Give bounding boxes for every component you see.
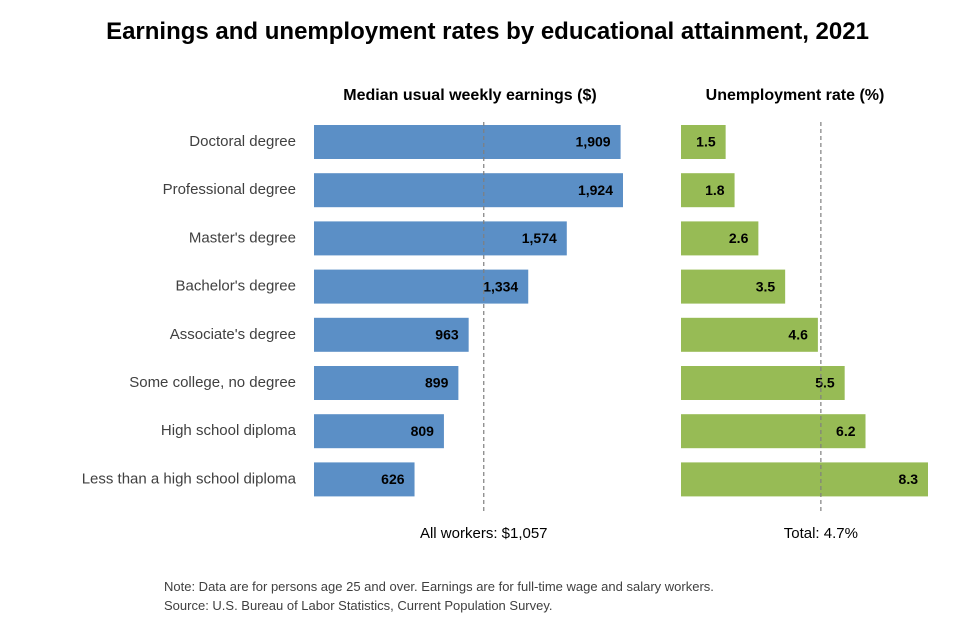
data-label: 1,909 xyxy=(576,134,611,150)
data-label: 963 xyxy=(435,327,459,343)
data-label: 4.6 xyxy=(788,327,808,343)
panel-title: Unemployment rate (%) xyxy=(706,87,885,104)
category-label: Less than a high school diploma xyxy=(82,470,297,487)
bar xyxy=(681,221,759,256)
bar xyxy=(314,221,567,256)
bar xyxy=(681,462,928,497)
bar xyxy=(681,269,786,304)
reference-label: All workers: $1,057 xyxy=(420,525,548,542)
data-label: 1,334 xyxy=(483,278,518,294)
category-label: High school diploma xyxy=(161,422,297,439)
bar xyxy=(314,269,529,304)
chart-title: Earnings and unemployment rates by educa… xyxy=(106,18,869,45)
data-label: 1,574 xyxy=(522,230,557,246)
data-label: 6.2 xyxy=(836,423,856,439)
reference-label: Total: 4.7% xyxy=(784,525,858,542)
bar xyxy=(314,125,621,159)
data-label: 5.5 xyxy=(815,375,835,391)
category-label: Associate's degree xyxy=(170,326,296,343)
data-label: 2.6 xyxy=(729,230,749,246)
category-label: Professional degree xyxy=(163,181,296,198)
bar xyxy=(681,125,726,159)
data-label: 1,924 xyxy=(578,182,613,198)
data-label: 3.5 xyxy=(756,278,776,294)
bar xyxy=(314,173,623,208)
bar xyxy=(681,414,866,449)
data-label: 809 xyxy=(411,423,435,439)
panel-title: Median usual weekly earnings ($) xyxy=(343,87,596,104)
bar xyxy=(314,462,415,497)
source-text: Source: U.S. Bureau of Labor Statistics,… xyxy=(164,598,553,613)
category-label: Doctoral degree xyxy=(189,133,296,150)
bar xyxy=(314,317,469,352)
data-label: 1.8 xyxy=(705,182,725,198)
category-label: Bachelor's degree xyxy=(176,278,296,295)
data-label: 626 xyxy=(381,471,405,487)
category-label: Some college, no degree xyxy=(129,374,296,391)
category-label: Master's degree xyxy=(189,229,296,246)
data-label: 1.5 xyxy=(696,134,716,150)
data-label: 8.3 xyxy=(899,471,919,487)
note-text: Note: Data are for persons age 25 and ov… xyxy=(164,579,714,594)
bar xyxy=(681,366,845,400)
data-label: 899 xyxy=(425,375,449,391)
chart-notes: Note: Data are for persons age 25 and ov… xyxy=(164,577,714,615)
bar xyxy=(681,173,735,208)
bar xyxy=(314,414,444,449)
bar xyxy=(314,366,459,400)
bar xyxy=(681,317,818,352)
